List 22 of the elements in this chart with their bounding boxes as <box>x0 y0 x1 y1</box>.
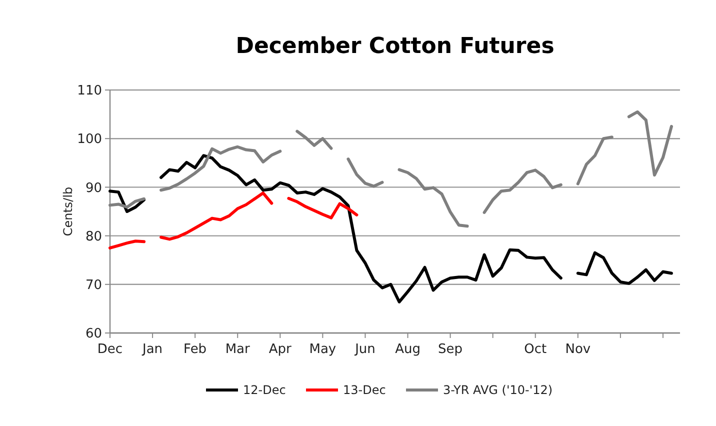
y-tick-label: 90 <box>85 180 102 196</box>
x-tick-label: Dec <box>97 342 123 357</box>
y-axis-title: Cents/lb <box>61 186 75 236</box>
x-tick-label: Jan <box>142 342 163 357</box>
legend-label: 3-YR AVG ('10-'12) <box>443 383 553 398</box>
x-tick-label: May <box>309 342 336 357</box>
x-tick-label: Feb <box>184 342 207 357</box>
x-tick-label: Mar <box>225 342 251 357</box>
y-tick-label: 60 <box>85 326 102 342</box>
x-tick-label: Aug <box>395 342 420 357</box>
legend-label: 12-Dec <box>243 383 286 398</box>
x-tick-label: Apr <box>268 342 292 357</box>
x-tick-label: Jun <box>354 342 376 357</box>
y-tick-label: 70 <box>85 278 102 293</box>
x-tick-label: Nov <box>565 342 591 357</box>
x-tick-label: Sep <box>438 342 463 357</box>
y-tick-label: 110 <box>77 84 102 99</box>
legend-label: 13-Dec <box>343 383 386 398</box>
y-tick-label: 100 <box>77 132 102 148</box>
y-tick-label: 80 <box>85 229 102 244</box>
chart-title: December Cotton Futures <box>236 34 554 59</box>
x-tick-label: Oct <box>524 342 547 357</box>
